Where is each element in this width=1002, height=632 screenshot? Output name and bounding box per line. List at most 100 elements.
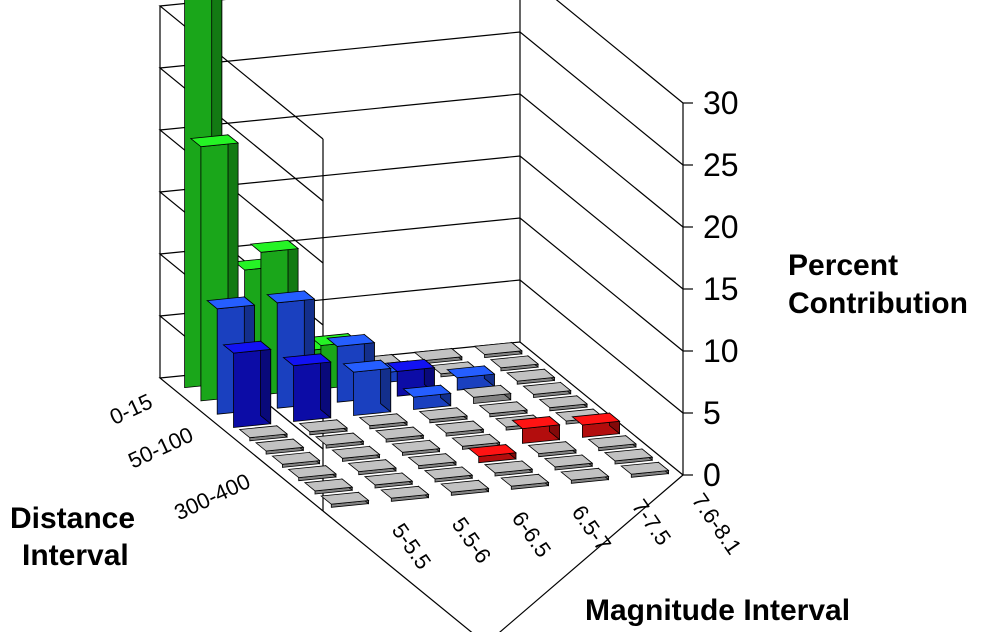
bar [380,485,430,502]
bar [500,473,550,490]
bar-top-face [506,368,556,382]
x-axis-title: Magnitude Interval [585,594,850,627]
y-axis-title-line-2: Interval [22,539,129,572]
bar-top-face [434,420,485,434]
magnitude-tick-label: 5.5-6 [447,513,496,568]
bar [303,478,354,495]
bar [527,440,577,458]
bar-top-face [511,416,561,430]
magnitude-tick-label: 7.6-8.1 [687,489,747,559]
bar-top-face [298,419,349,433]
bar [538,394,589,412]
bar [506,368,556,385]
bar-top-face [363,472,414,486]
z-tick-label: 10 [703,333,739,369]
bar-top-face [451,433,501,447]
bar [446,365,496,391]
bar [434,420,485,437]
bar-top-face [413,348,463,361]
bar-side-face [260,340,272,425]
bar-top-face [266,290,316,304]
z-tick-label: 15 [703,271,739,307]
bar-top-face [423,466,474,480]
z-axis-title-line-1: Percent [788,249,898,282]
bar-top-face [282,353,332,367]
bar-top-face [467,444,517,457]
bar-top-face [189,134,240,148]
bar [298,418,349,436]
bar-top-face [206,296,256,310]
gridline [158,93,684,264]
bar [467,443,517,464]
bar [571,412,621,438]
magnitude-tick-label: 6.5-7 [567,501,616,556]
z-tick-label: 0 [703,457,721,493]
bar-top-face [303,478,354,492]
bar [238,424,289,442]
bar [423,466,474,483]
bar-top-face [238,425,289,439]
bar-top-face [587,435,637,449]
bar [489,355,540,372]
bar [222,340,272,428]
bar-top-face [440,479,490,493]
bar [587,434,637,452]
distance-tick-label: 300-400 [170,468,254,525]
bar [402,384,452,410]
z-tick-label: 20 [703,209,739,245]
bar [478,400,529,418]
bar [254,438,305,455]
bar [287,464,337,482]
bar [603,448,654,465]
bar-top-face [446,365,496,379]
z-tick-label: 25 [703,147,739,183]
bar [462,384,512,404]
bar-top-face [271,451,321,465]
bar-top-face [571,412,621,426]
bar-top-face [527,441,577,455]
z-axis-ticks: 0 5 10 15 20 25 30 [683,85,739,493]
z-tick-label: 5 [703,395,721,431]
bar [418,406,469,424]
bar-top-face [320,491,370,505]
bar-top-face [500,473,550,487]
y-axis-title-line-1: Distance [10,502,135,535]
bar [522,381,572,398]
bar-top-face [347,459,397,473]
bar [413,347,463,365]
bar-top-face [603,448,654,462]
bar [358,412,409,430]
gridline [158,31,684,202]
bar-top-face [222,340,272,354]
bar [282,352,332,422]
magnitude-tick-label: 5-5.5 [387,519,436,574]
bar-top-face [620,461,670,475]
bar-top-face [462,384,512,398]
bar-top-face [407,453,457,467]
bar-top-face [254,438,305,452]
bar-top-face [342,359,392,373]
distance-tick-label: 0-15 [106,389,156,430]
bar [473,341,523,359]
bar-top-face [386,359,436,372]
magnitude-tick-label: 6-6.5 [507,507,556,562]
bar-top-face [391,439,441,453]
bar-top-face [489,355,540,369]
bar-top-face [538,395,589,409]
bar-top-face [543,454,594,468]
chart-bars [184,0,670,508]
bar-top-face [380,485,430,499]
magnitude-tick-label: 7-7.5 [627,495,676,550]
bar [331,445,381,462]
bar-top-face [522,382,572,395]
bar [407,452,457,470]
bar-top-face [287,465,337,479]
bar-top-face [374,426,425,440]
bar-top-face [560,467,610,481]
bar [560,467,610,484]
distance-tick-label: 50-100 [124,422,197,474]
bar-top-face [331,445,381,459]
gridline [158,0,684,140]
z-axis-title-line-2: Contribution [788,287,968,320]
bar-top-face [326,334,376,347]
